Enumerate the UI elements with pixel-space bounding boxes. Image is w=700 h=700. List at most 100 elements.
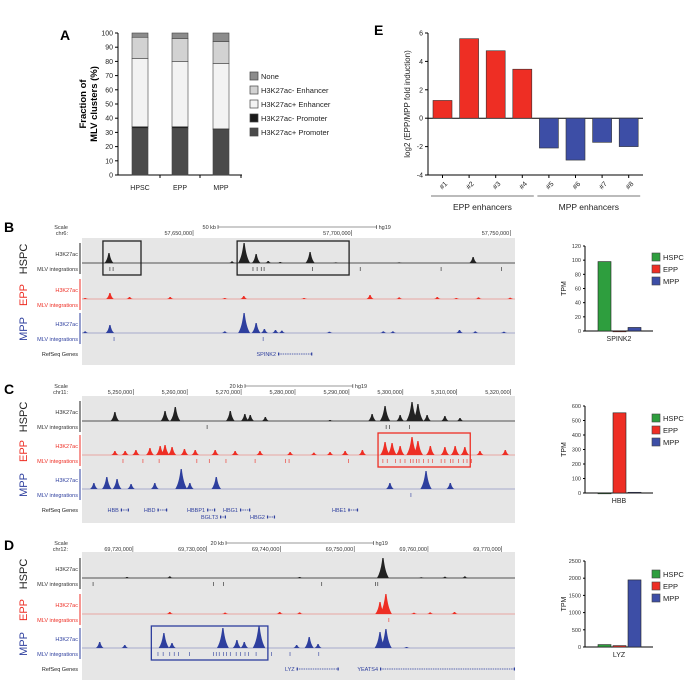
mlv-track-label: MLV integrations	[37, 303, 78, 309]
expression-y-tick-label: 500	[572, 628, 581, 634]
coordinate-tick-label: 69,740,000	[252, 547, 280, 553]
expression-y-tick-label: 1000	[569, 611, 581, 617]
h3k27ac-peak	[469, 257, 478, 263]
bar-n1	[432, 100, 453, 119]
y-tick-label: -2	[417, 144, 423, 151]
h3k27ac-peak	[246, 415, 255, 421]
mlv-track-label: MLV integrations	[37, 582, 78, 588]
legend-swatch	[249, 127, 259, 137]
scale-label: Scale	[54, 541, 68, 547]
h3k27ac-peak	[300, 298, 308, 299]
expression-y-tick-label: 0	[578, 491, 581, 497]
expression-gene-label: HBB	[612, 498, 627, 505]
gene-exon	[127, 508, 129, 512]
cell-type-label-epp: EPP	[18, 440, 30, 462]
bar-segment-h3k27ac-enhancer	[131, 36, 149, 59]
gene-exon	[120, 508, 123, 512]
h3k27ac-peak	[341, 451, 349, 455]
h3k27ac-peak	[326, 331, 333, 333]
h3k27ac-peak	[228, 261, 236, 263]
refseq-track-label: RefSeq Genes	[42, 508, 78, 514]
panel-label-e: E	[374, 22, 383, 38]
expression-y-tick-label: 2000	[569, 576, 581, 582]
y-tick-label: 0	[109, 173, 113, 180]
h3k27ac-peak	[126, 297, 133, 299]
h3k27ac-track-label: H3K27ac	[55, 322, 78, 328]
legend-label: EPP	[663, 426, 678, 435]
h3k27ac-peak	[252, 626, 266, 648]
legend-swatch-hspc	[651, 252, 661, 262]
legend-label: HSPC	[663, 414, 684, 423]
expression-y-tick-label: 60	[575, 287, 581, 293]
h3k27ac-peak	[420, 471, 432, 489]
h3k27ac-peak	[238, 243, 251, 263]
cell-type-label-mpp: MPP	[18, 473, 30, 497]
highlight-box	[236, 240, 350, 276]
h3k27ac-peak	[240, 414, 249, 421]
h3k27ac-peak	[160, 411, 170, 421]
h3k27ac-peak	[460, 447, 470, 455]
x-tick-label: #2	[465, 181, 476, 192]
h3k27ac-peak	[158, 633, 170, 648]
h3k27ac-peak	[127, 484, 135, 489]
h3k27ac-peak	[160, 445, 170, 455]
cell-type-label-mpp: MPP	[18, 317, 30, 341]
legend-swatch-hspc	[651, 413, 661, 423]
h3k27ac-peak	[310, 452, 318, 455]
h3k27ac-peak	[379, 594, 392, 614]
legend-swatch-epp	[651, 425, 661, 435]
h3k27ac-peak	[272, 330, 279, 333]
h3k27ac-peak	[403, 647, 410, 648]
y-tick-label: 50	[105, 102, 113, 109]
h3k27ac-peak	[412, 441, 424, 455]
h3k27ac-peak	[166, 576, 174, 578]
bar-segment-h3k27ac-promoter	[212, 129, 230, 176]
expression-y-tick-label: 200	[572, 462, 581, 468]
h3k27ac-peak	[211, 477, 222, 489]
y-axis-label-line2: MLV clusters (%)	[89, 66, 100, 142]
refseq-track-label: RefSeq Genes	[42, 667, 78, 673]
legend-swatch-mpp	[651, 437, 661, 447]
legend-label: EPP	[663, 582, 678, 591]
h3k27ac-peak	[260, 329, 268, 333]
bar-n5	[539, 117, 559, 149]
gene-exon	[337, 667, 339, 671]
mlv-track-label: MLV integrations	[37, 652, 78, 658]
h3k27ac-peak	[261, 417, 269, 421]
refseq-track-label: RefSeq Genes	[42, 352, 78, 358]
h3k27ac-peak	[166, 297, 174, 299]
coordinate-tick-label: 57,650,000	[164, 231, 192, 237]
expression-y-tick-label: 100	[572, 258, 581, 264]
h3k27ac-peak	[278, 330, 286, 333]
gene-exon	[157, 508, 159, 512]
bar-segment-h3k27ac-enhancer	[131, 58, 149, 128]
h3k27ac-peak	[256, 451, 264, 455]
mlv-track-label: MLV integrations	[37, 618, 78, 624]
h3k27ac-peak	[191, 450, 199, 455]
h3k27ac-peak	[305, 252, 315, 263]
legend-label: H3K27ac- Promoter	[261, 114, 328, 123]
panel-a-stacked-bar-chart: 0 10 20 30 40 50 60 70 80 90 100 Fraction of MLV clu…	[78, 31, 331, 193]
h3k27ac-peak	[167, 447, 177, 455]
expression-y-tick-label: 600	[572, 404, 581, 410]
gene-exon	[165, 508, 168, 512]
h3k27ac-peak	[251, 323, 261, 333]
h3k27ac-peak	[450, 446, 460, 455]
h3k27ac-track-label: H3K27ac	[55, 478, 78, 484]
coordinate-tick-label: 57,700,000	[323, 231, 351, 237]
legend-label: H3K27ac- Enhancer	[261, 86, 329, 95]
h3k27ac-peak	[180, 449, 189, 455]
coordinate-tick-label: 57,750,000	[482, 231, 510, 237]
h3k27ac-peak	[426, 612, 434, 614]
h3k27ac-peak	[304, 637, 314, 648]
h3k27ac-peak	[221, 612, 229, 614]
cell-type-label-mpp: MPP	[18, 632, 30, 656]
expression-bar-mpp	[627, 491, 642, 494]
expression-y-tick-label: 80	[575, 272, 581, 278]
h3k27ac-peak	[441, 576, 449, 578]
y-tick-label: 90	[105, 45, 113, 52]
h3k27ac-peak	[387, 443, 397, 455]
gene-exon	[224, 515, 226, 519]
